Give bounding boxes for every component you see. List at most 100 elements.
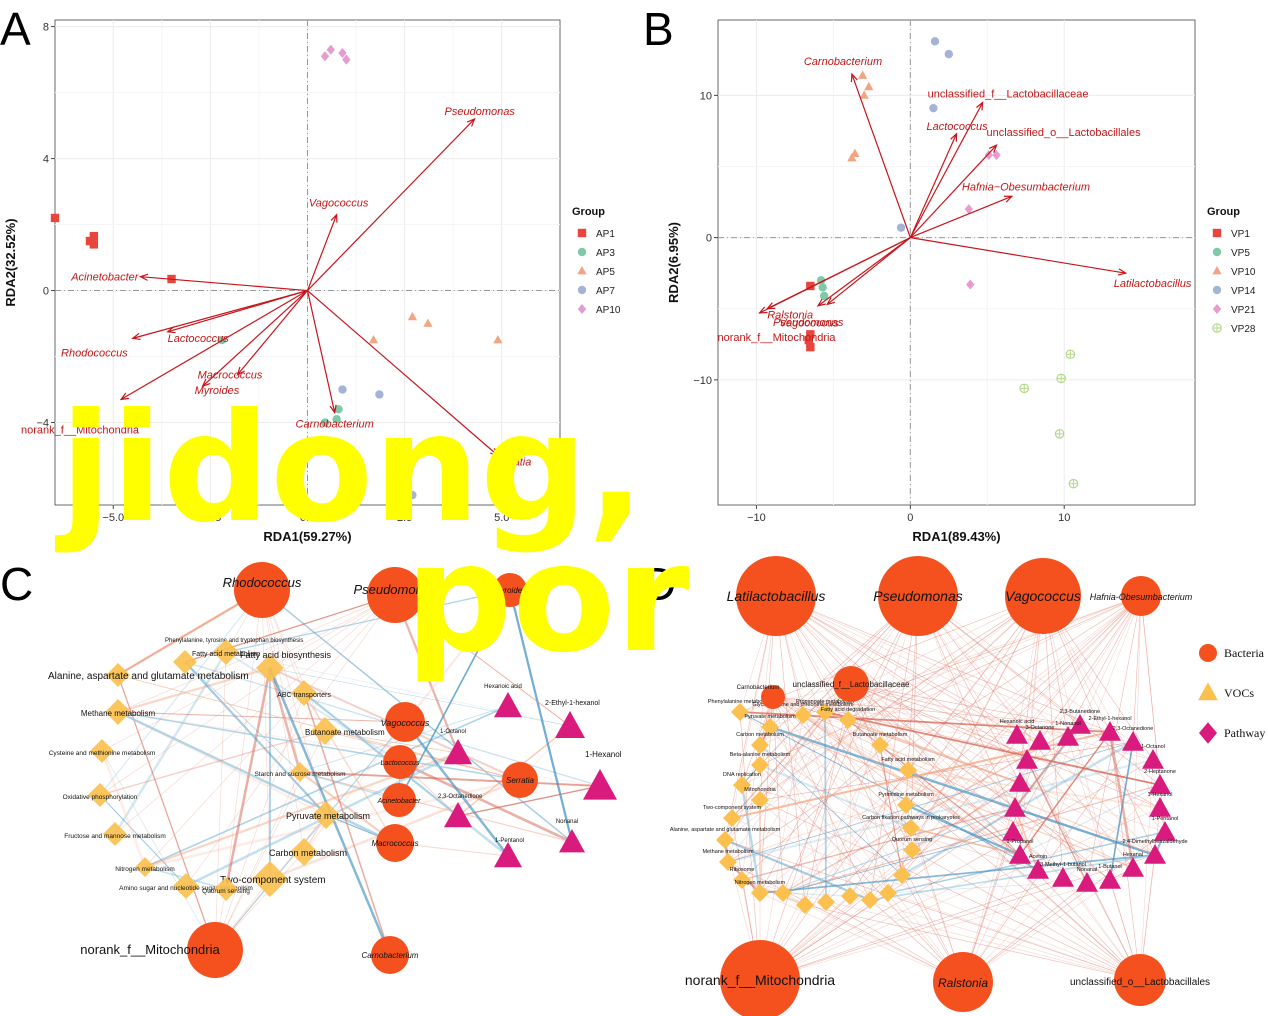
- network-edge: [399, 760, 573, 844]
- pathway-label: Butanoate metabolism: [853, 732, 908, 738]
- point-AP1: [89, 231, 99, 241]
- legend-label: AP3: [596, 248, 615, 259]
- vector-Latilactobacillus: [910, 237, 1126, 274]
- network-edge: [879, 744, 1156, 856]
- network-edge: [850, 683, 1156, 856]
- voc-node: [1122, 731, 1144, 751]
- pathway-node: [751, 756, 769, 774]
- vector-Pseudomonas: [307, 118, 475, 291]
- bacteria-node: [833, 666, 869, 702]
- point-AP1: [89, 240, 99, 249]
- pathway-node: [106, 663, 130, 687]
- pathway-node: [903, 841, 921, 859]
- voc-node: [559, 829, 585, 853]
- network-edge: [261, 589, 305, 853]
- vector-label: norank_f__Mitochondria: [21, 424, 140, 436]
- network-edge: [1109, 741, 1134, 881]
- voc-node: [1122, 857, 1144, 877]
- voc-node: [555, 711, 585, 738]
- pathway-label: Glycine, serine and threonine metabolism: [752, 702, 854, 708]
- voc-node: [1069, 714, 1091, 734]
- network-edge: [1140, 595, 1161, 786]
- pathway-node: [796, 896, 814, 914]
- vector-arrowhead-Acinetobacter: [138, 273, 149, 281]
- bacteria-node: [382, 783, 416, 817]
- pathway-node: [751, 736, 769, 754]
- network-edge: [741, 595, 1044, 881]
- vector-arrowhead-Carnobacterium: [850, 72, 858, 83]
- network-edge: [261, 589, 327, 816]
- network-edge: [769, 726, 1016, 809]
- pathway-label: Starch and sucrose metabolism: [254, 771, 345, 778]
- pathway-label: Nitrogen metabolism: [735, 880, 786, 886]
- network-edge: [99, 730, 326, 796]
- voc-label: 2,3-Octanedione: [1113, 726, 1154, 732]
- pathway-label: Butanoate metabolism: [305, 728, 385, 737]
- network-edge: [214, 730, 326, 951]
- network-edge: [759, 719, 849, 981]
- point-AP7: [408, 490, 417, 500]
- network-edge: [775, 595, 1028, 761]
- bacteria-node: [1005, 558, 1081, 634]
- network-edge: [1019, 595, 1142, 784]
- vector-label: Carnobacterium: [804, 56, 882, 68]
- vector-Pseudomonas: [817, 237, 911, 307]
- vector-arrowhead-Myroides: [201, 378, 211, 388]
- network-edge: [772, 696, 1088, 884]
- y-tick-label: 8: [43, 22, 49, 34]
- network-edge: [775, 595, 1016, 809]
- network-edge: [739, 711, 1039, 871]
- y-tick-label: −4: [36, 418, 49, 430]
- vector-arrowhead-Latilactobacillus: [1117, 268, 1128, 276]
- network-edge: [1039, 595, 1142, 742]
- legend-label: AP1: [596, 229, 615, 240]
- network-edge: [804, 904, 1141, 981]
- network-edge: [1109, 731, 1141, 981]
- pathway-label: Amino sugar and nucleotide sugar metabol…: [119, 885, 253, 892]
- x-axis-title: RDA1(89.43%): [912, 529, 1000, 544]
- pathway-label: Methane metabolism: [81, 709, 156, 718]
- network-edge: [910, 827, 1021, 856]
- vector-arrowhead-norank_f__Mitochondria: [758, 306, 768, 314]
- network-edge: [849, 595, 1044, 897]
- voc-label: Nonanal: [1077, 867, 1098, 873]
- network-edge: [917, 595, 1039, 871]
- bacteria-node: [1121, 576, 1161, 616]
- network-edge: [772, 696, 912, 829]
- vector-label: Lactococcus: [927, 121, 989, 133]
- network-edge: [1132, 595, 1142, 869]
- network-edge: [782, 807, 1016, 894]
- y-axis-title: RDA2(32.52%): [3, 218, 18, 306]
- network-edge: [759, 744, 964, 983]
- network-edge: [911, 849, 1141, 981]
- legend-label: VP21: [1231, 305, 1256, 316]
- bacteria-node: [234, 562, 290, 618]
- network-edge: [759, 877, 1064, 981]
- network-edge: [917, 595, 1088, 884]
- pathway-node: [794, 706, 812, 724]
- network-edge: [962, 741, 1134, 983]
- network-edge: [759, 892, 964, 983]
- pathway-label: Mitochondria: [744, 787, 776, 793]
- network-edge: [824, 711, 827, 903]
- bacteria-label: Hafnia-Obesumbacterium: [1090, 592, 1193, 602]
- network-edge: [117, 711, 521, 781]
- point-VP1: [806, 281, 815, 291]
- pathway-node: [723, 809, 741, 827]
- pathway-node: [861, 891, 879, 909]
- network-edge: [759, 854, 1021, 981]
- vector-arrowhead-Macrococcus: [236, 366, 245, 376]
- network-edge: [740, 784, 762, 894]
- pathway-label: Phenylalanine metabolism: [708, 699, 773, 705]
- voc-node: [494, 842, 522, 868]
- bacteria-node: [376, 824, 414, 862]
- voc-node: [1016, 749, 1038, 769]
- voc-label: 1-Hexanol: [585, 750, 622, 759]
- vector-label: Carnobacterium: [296, 419, 374, 431]
- point-VP5: [818, 283, 827, 292]
- voc-label: 1-Propanol: [1007, 839, 1034, 845]
- network-edge: [917, 595, 1134, 869]
- y-tick-label: −10: [693, 375, 712, 387]
- pathway-node: [751, 884, 769, 902]
